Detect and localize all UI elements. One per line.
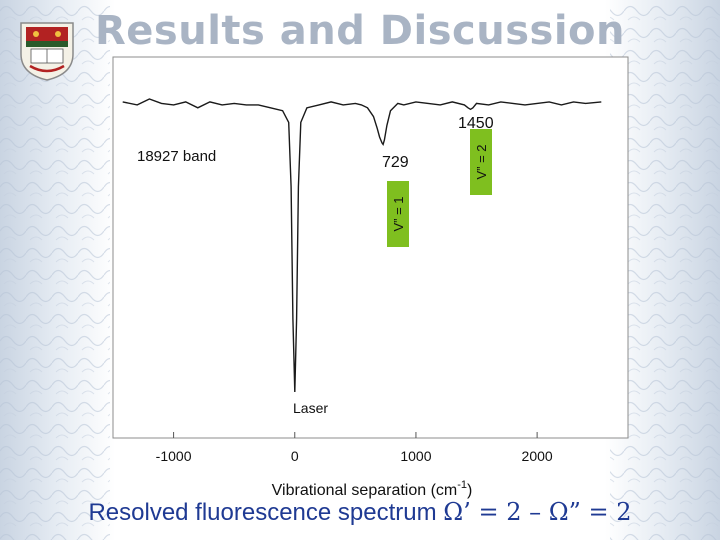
- slide-title: Results and Discussion: [94, 8, 625, 54]
- caption-formula: Ω’ = 2 – Ω” = 2: [443, 498, 632, 526]
- x-tick-label: -1000: [156, 448, 192, 464]
- peak-label-1450: 1450: [458, 115, 494, 132]
- crest-icon: [20, 22, 74, 81]
- vibrational-level-1-label: V” = 1: [391, 196, 406, 231]
- vibrational-level-2-tag: V” = 2: [470, 129, 492, 195]
- vibrational-level-1-tag: V” = 1: [387, 181, 409, 247]
- slide-caption: Resolved fluorescence spectrum Ω’ = 2 – …: [88, 498, 632, 526]
- x-ticks: [173, 432, 538, 438]
- x-axis-label: Vibrational separation (cm-1): [272, 479, 473, 499]
- plot-frame: [112, 56, 629, 439]
- x-tick-label: 2000: [522, 448, 553, 464]
- x-tick-label: 1000: [400, 448, 431, 464]
- x-tick-label: 0: [291, 448, 299, 464]
- peak-label-729: 729: [382, 154, 409, 171]
- vibrational-level-2-label: V” = 2: [474, 144, 489, 179]
- laser-label: Laser: [293, 400, 328, 416]
- x-tick-labels: -1000 0 1000 2000: [156, 448, 553, 464]
- spectrum-line: [122, 98, 602, 393]
- band-label: 18927 band: [137, 148, 216, 165]
